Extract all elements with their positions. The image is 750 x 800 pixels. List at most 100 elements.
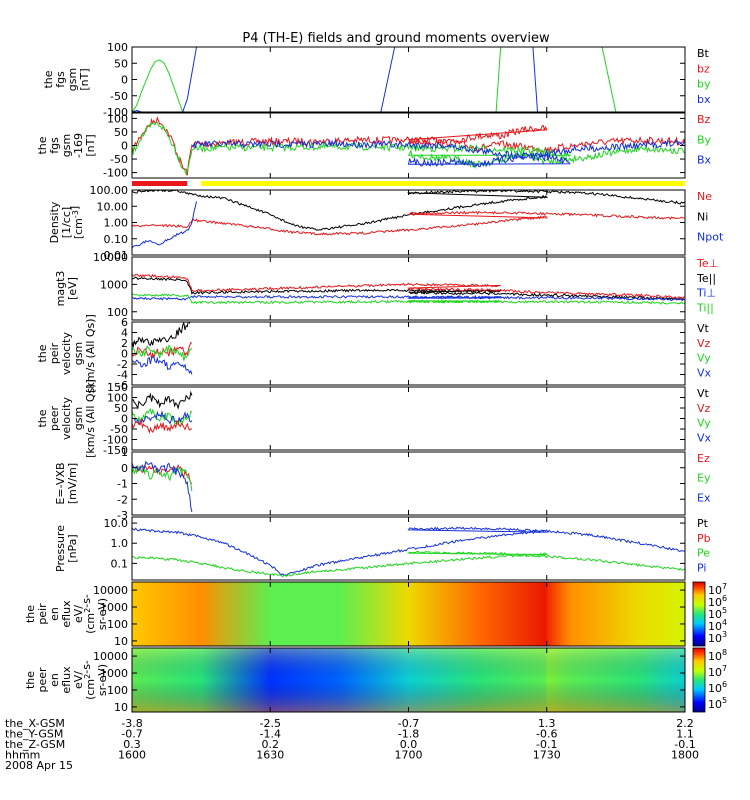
panel-temp: 10000 1000 100 magt3 [eV] Te⊥ Te|| Ti⊥Ti|| — [54, 251, 718, 321]
legend-by: by — [697, 78, 711, 91]
y-axis-label: fgs — [54, 71, 67, 88]
y-axis-label: eV/ — [72, 605, 85, 623]
y-tick-label: 6 — [121, 316, 128, 329]
legend-Ti||: Ti|| — [696, 301, 714, 314]
y-axis-label: peer — [48, 406, 61, 432]
y-tick-label: 10.00 — [97, 200, 129, 213]
x-row-label: hhmm — [5, 749, 40, 762]
series-bx — [532, 47, 538, 112]
series-by — [601, 47, 617, 112]
legend-Pt: Pt — [697, 517, 709, 530]
colorbar-label: 107 — [708, 582, 727, 597]
mode-bar-yellow — [201, 181, 685, 186]
x-row-value: 0.2 — [262, 738, 280, 751]
y-tick-label: 1000 — [100, 278, 128, 291]
y-axis-label: sr-eV) — [96, 664, 109, 696]
x-row-value: -0.1 — [674, 738, 695, 751]
y-tick-label: -1 — [117, 478, 128, 491]
y-tick-label: -3 — [117, 509, 128, 522]
y-axis-label: velocity — [60, 397, 73, 440]
series-Vt — [132, 322, 192, 349]
colorbar-label: 104 — [708, 618, 727, 633]
y-axis-label: gsm — [66, 68, 79, 91]
y-tick-label: 1.00 — [104, 217, 129, 230]
y-axis-label: [mV/m] — [66, 463, 79, 504]
legend-Vy: Vy — [697, 417, 711, 430]
x-row-value: 1730 — [533, 749, 561, 762]
y-tick-label: -150 — [103, 444, 128, 457]
y-tick-label: 50 — [114, 57, 128, 70]
series-Ez — [132, 463, 193, 484]
y-axis-label: [eV] — [66, 277, 79, 300]
y-tick-label: 10.0 — [104, 517, 129, 530]
legend-Vt: Vt — [697, 387, 710, 400]
colorbar-label: 103 — [708, 630, 727, 645]
x-row-value: 1800 — [671, 749, 699, 762]
y-tick-label: -50 — [110, 423, 128, 436]
series-Vz — [132, 418, 192, 435]
series-Vy — [132, 344, 193, 361]
series-Pe — [132, 550, 685, 579]
series-Vx — [132, 356, 193, 375]
x-row-label: the_Y-GSM — [5, 728, 63, 741]
legend-Pb: Pb — [697, 532, 711, 545]
y-axis-label: eflux — [60, 666, 73, 694]
y-tick-label: 100 — [107, 306, 128, 319]
y-axis-label: (cm2-s- — [80, 594, 97, 634]
x-row-value: 2.2 — [676, 717, 694, 730]
x-row-value: -1.8 — [398, 728, 419, 741]
y-tick-label: 0.01 — [104, 249, 129, 262]
legend-Ti⊥: Ti⊥ — [696, 287, 716, 300]
legend-bz: bz — [697, 62, 710, 75]
legend-Ne: Ne — [697, 190, 712, 203]
y-tick-label: 100 — [107, 618, 128, 631]
y-tick-label: 10 — [114, 635, 128, 648]
x-row-value: 1.1 — [676, 728, 694, 741]
series-bx — [132, 47, 197, 112]
y-axis-label: the — [36, 409, 49, 427]
y-tick-label: 0 — [121, 462, 128, 475]
x-row-value: -1.4 — [260, 728, 281, 741]
series-Ey — [132, 465, 193, 492]
legend-Pi: Pi — [697, 561, 706, 574]
series-bx — [380, 47, 396, 112]
series-by — [495, 47, 502, 112]
legend-Vx: Vx — [697, 366, 712, 379]
y-axis-label: eV/ — [72, 671, 85, 689]
x-row-label: the_X-GSM — [5, 717, 65, 730]
x-row-value: -0.7 — [398, 717, 419, 730]
y-axis-label: gsm — [72, 407, 85, 430]
legend-Pe: Pe — [697, 547, 710, 560]
y-tick-label: 50 — [114, 402, 128, 415]
series-Ti⊥ — [132, 294, 685, 303]
y-tick-label: 1000 — [100, 601, 128, 614]
mode-bar-red — [132, 181, 188, 186]
x-row-value: -3.8 — [121, 717, 142, 730]
y-axis-label: velocity — [60, 332, 73, 375]
y-tick-label: 4 — [121, 327, 128, 340]
y-axis-label: -169 — [72, 133, 85, 158]
y-tick-label: 10000 — [93, 650, 128, 663]
y-tick-label: 0 — [121, 74, 128, 87]
y-axis-label: E=-VXB — [54, 462, 67, 504]
y-tick-label: 100 — [107, 41, 128, 54]
panel-fgs: 100 50 0 -50 -100 the fgs gsm [nT] Bt bz by bx — [42, 41, 711, 119]
y-axis-label: en — [48, 607, 61, 621]
series-By — [132, 121, 685, 176]
colorbar-label: 106 — [708, 594, 727, 609]
panel-density: 100.00 10.00 1.00 0.10 0.01 Density [1/cc] [cm-… — [48, 184, 724, 262]
y-axis-label: the — [36, 344, 49, 362]
legend-Vx: Vx — [697, 431, 712, 444]
colorbar-peir_eflux — [692, 581, 706, 647]
y-tick-label: 0.1 — [111, 557, 129, 570]
y-tick-label: 10000 — [93, 584, 128, 597]
y-tick-label: -2 — [117, 493, 128, 506]
legend-Npot: Npot — [697, 231, 724, 244]
spectrogram-peir_eflux — [132, 582, 685, 646]
legend-Te||: Te|| — [696, 272, 716, 285]
y-axis-label: magt3 — [54, 271, 67, 307]
